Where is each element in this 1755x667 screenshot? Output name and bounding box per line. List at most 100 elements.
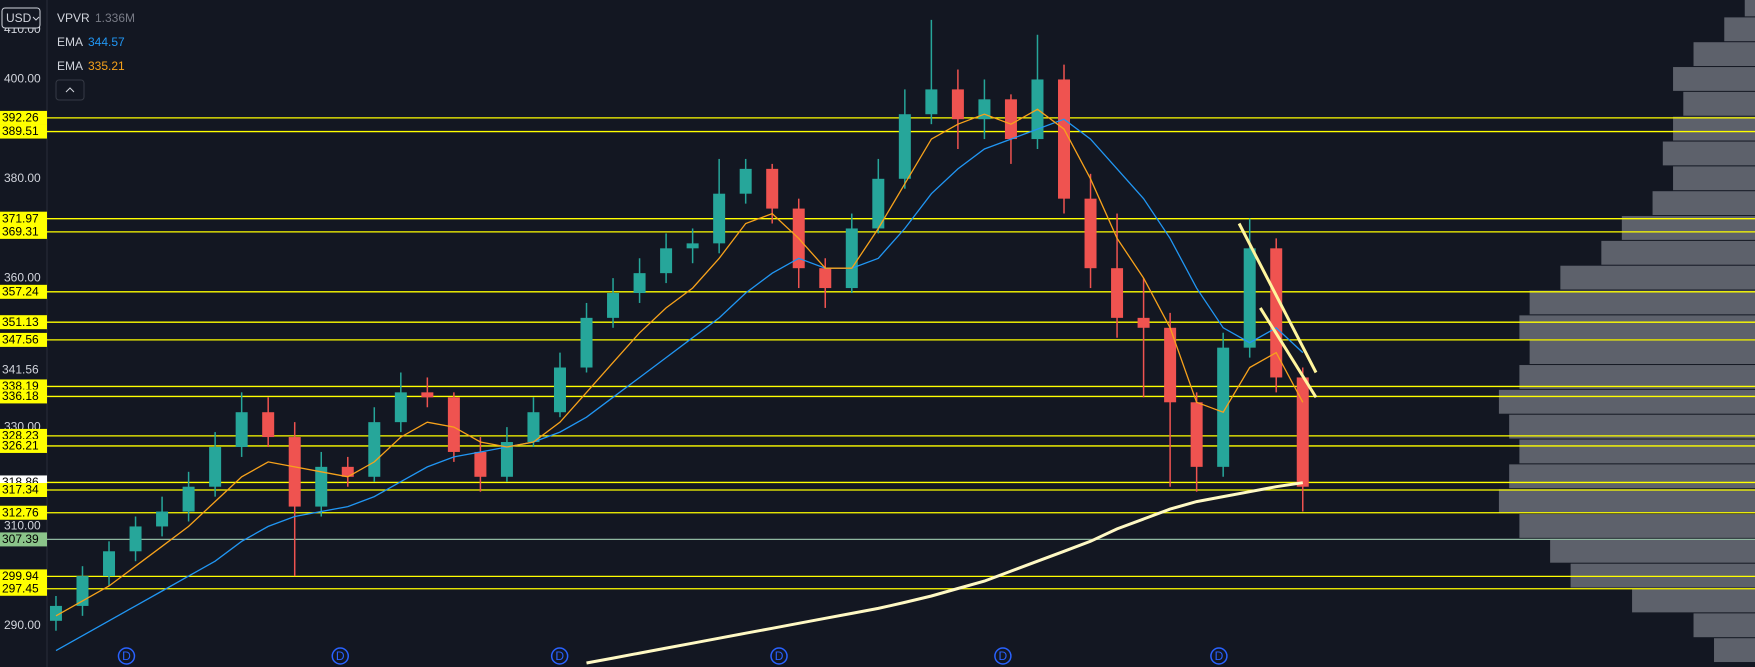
y-tick-label: 400.00 (4, 72, 41, 86)
profile-bar (1509, 464, 1755, 489)
profile-bar (1693, 42, 1755, 67)
candle-body (500, 442, 513, 477)
level-label: 312.76 (2, 505, 39, 519)
candle-body (129, 526, 142, 552)
marker (331, 647, 350, 665)
level-label-bg (0, 224, 47, 239)
y-tick-label: 380.00 (4, 171, 41, 185)
level-label: 389.51 (2, 124, 39, 138)
candle-body (1270, 248, 1283, 378)
candle-body (925, 89, 938, 115)
level-label-bg (0, 482, 47, 497)
candle-body (607, 293, 620, 318)
trend-line (1237, 222, 1318, 374)
indicator-name: VPVR (57, 11, 90, 25)
level-label: 392.26 (2, 111, 39, 125)
candle-body (527, 412, 540, 443)
marker (994, 647, 1012, 665)
currency-button[interactable] (1, 7, 41, 29)
candle-body (368, 422, 381, 477)
trend-line (1259, 307, 1318, 399)
profile-bar (1519, 365, 1755, 389)
profile-bar (1519, 514, 1755, 538)
profile-bar (1673, 166, 1755, 191)
candle-body (951, 89, 964, 120)
profile-bar (1632, 588, 1755, 613)
candle-body (103, 551, 116, 577)
candle-body (978, 99, 991, 120)
candle-body (898, 114, 911, 179)
profile-bar (1560, 265, 1755, 290)
candle-body (1084, 198, 1097, 269)
candle-body (235, 412, 248, 447)
indicator-name: EMA (57, 35, 83, 49)
collapse-icon (65, 87, 75, 93)
indicator-value: 344.57 (88, 35, 125, 49)
marker-label: D (999, 649, 1008, 663)
profile-bar (1621, 216, 1755, 240)
candle-body (819, 268, 832, 289)
level-label-bg (0, 211, 47, 226)
marker-label: D (336, 649, 345, 663)
marker (550, 647, 569, 665)
candle-body (421, 392, 434, 398)
level-label-bg (0, 438, 47, 453)
y-tick-label: 310.00 (4, 519, 41, 533)
candle-body (394, 392, 407, 423)
profile-bar (1662, 141, 1755, 166)
candle-body (315, 466, 328, 507)
y-tick-label: 360.00 (4, 270, 41, 284)
profile-bar (1693, 613, 1755, 638)
level-label-bg (0, 124, 47, 139)
candle-body (1296, 377, 1309, 487)
level-label: 299.94 (2, 569, 39, 583)
level-label-bg (0, 532, 47, 547)
level-label: 369.31 (2, 225, 39, 239)
candle-body (1243, 248, 1256, 348)
indicator-line (55, 118, 1304, 652)
level-label: 336.18 (2, 389, 39, 403)
candle-body (739, 168, 752, 194)
profile-bar (1570, 563, 1755, 588)
candle-body (49, 605, 62, 621)
level-label: 357.24 (2, 285, 39, 299)
profile-bar (1509, 414, 1755, 439)
profile-bar (1652, 191, 1755, 216)
marker-label: D (775, 649, 784, 663)
y-tick-label: 290.00 (4, 618, 41, 632)
marker-label: D (122, 649, 131, 663)
indicator-name: EMA (57, 59, 83, 73)
marker (117, 647, 136, 665)
level-label: 297.45 (2, 581, 39, 595)
candle-body (766, 168, 779, 209)
candle-body (713, 193, 726, 244)
collapse-button[interactable] (55, 79, 85, 101)
level-label: 371.97 (2, 211, 39, 225)
line-layer (55, 108, 1318, 665)
profile-bar (1714, 638, 1755, 663)
profile-bar (1519, 315, 1755, 340)
marker-label: D (1215, 649, 1224, 663)
level-label: 347.56 (2, 333, 39, 347)
candle-body (580, 317, 593, 368)
candle-body (1190, 402, 1203, 467)
dropdown-icon (32, 16, 40, 21)
indicator-value: 1.336M (95, 11, 135, 25)
candle-body (845, 228, 858, 289)
candle-body (1058, 79, 1071, 199)
marker (770, 647, 788, 665)
profile-bar (1550, 538, 1755, 563)
candle-body (341, 466, 354, 477)
level-label-bg (0, 581, 47, 596)
candle-body (182, 486, 195, 512)
candle-body (209, 446, 222, 487)
profile-bar (1601, 240, 1755, 265)
level-label: 326.21 (2, 439, 39, 453)
candle-body (686, 243, 699, 249)
level-label-bg (0, 505, 47, 520)
candle-body (872, 178, 885, 229)
candle-body (447, 397, 460, 452)
